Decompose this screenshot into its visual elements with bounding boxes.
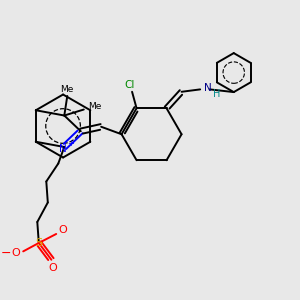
Text: O: O: [58, 225, 67, 236]
Text: Me: Me: [61, 85, 74, 94]
Text: O: O: [11, 248, 20, 258]
Text: N: N: [204, 83, 212, 93]
Text: Me: Me: [88, 102, 102, 111]
Text: N: N: [59, 143, 67, 154]
Text: O: O: [49, 262, 58, 273]
Text: H: H: [213, 89, 220, 99]
Text: Cl: Cl: [124, 80, 135, 90]
Text: S: S: [35, 238, 42, 248]
Text: +: +: [68, 139, 74, 148]
Text: −: −: [1, 247, 11, 260]
